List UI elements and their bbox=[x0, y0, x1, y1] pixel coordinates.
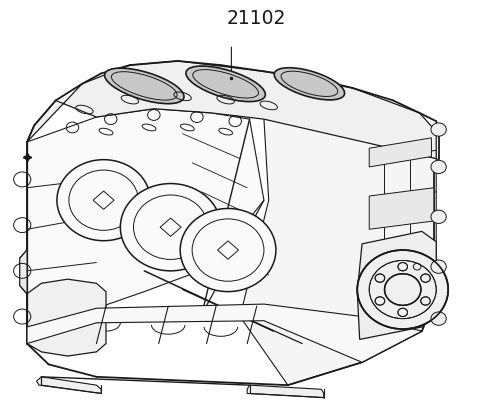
Polygon shape bbox=[369, 138, 432, 167]
Polygon shape bbox=[27, 304, 422, 362]
Ellipse shape bbox=[180, 208, 276, 291]
Circle shape bbox=[357, 250, 448, 329]
Polygon shape bbox=[20, 250, 27, 294]
Polygon shape bbox=[357, 231, 436, 339]
Circle shape bbox=[431, 123, 446, 136]
Circle shape bbox=[431, 160, 446, 173]
Text: 21102: 21102 bbox=[227, 9, 287, 28]
Ellipse shape bbox=[57, 160, 150, 241]
Circle shape bbox=[431, 260, 446, 273]
Ellipse shape bbox=[120, 183, 221, 271]
Polygon shape bbox=[27, 61, 436, 158]
Polygon shape bbox=[36, 377, 101, 394]
Polygon shape bbox=[27, 109, 264, 344]
Polygon shape bbox=[247, 385, 324, 397]
Ellipse shape bbox=[105, 68, 184, 104]
Polygon shape bbox=[240, 115, 436, 385]
Polygon shape bbox=[27, 279, 106, 356]
Circle shape bbox=[431, 312, 446, 325]
Ellipse shape bbox=[186, 66, 265, 102]
Ellipse shape bbox=[274, 68, 345, 100]
Polygon shape bbox=[369, 188, 434, 229]
Circle shape bbox=[431, 210, 446, 224]
